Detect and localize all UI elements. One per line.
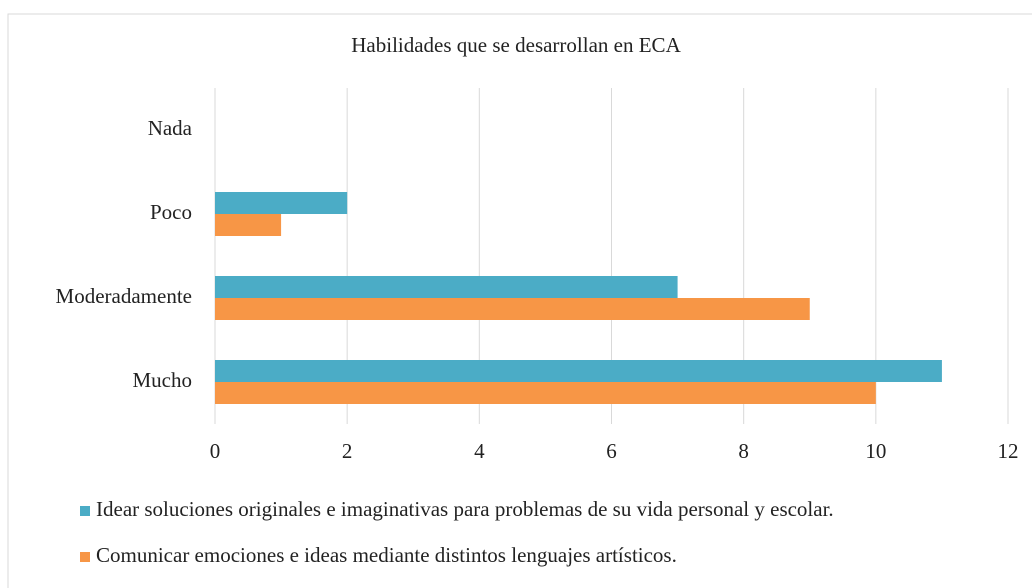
bar	[215, 276, 678, 298]
x-tick-label: 2	[342, 439, 353, 463]
y-tick-label: Mucho	[133, 368, 193, 392]
bar	[215, 382, 876, 404]
bar	[215, 214, 282, 236]
x-tick-label: 8	[738, 439, 749, 463]
legend-label: Idear soluciones originales e imaginativ…	[96, 497, 834, 521]
x-tick-label: 4	[474, 439, 485, 463]
chart-title: Habilidades que se desarrollan en ECA	[351, 33, 681, 57]
bar	[215, 298, 810, 320]
x-tick-label: 10	[865, 439, 886, 463]
x-tick-label: 6	[606, 439, 617, 463]
bar	[215, 192, 348, 214]
y-tick-label: Moderadamente	[56, 284, 192, 308]
y-tick-label: Nada	[148, 116, 193, 140]
legend-swatch	[80, 506, 90, 516]
y-tick-label: Poco	[150, 200, 192, 224]
bar	[215, 360, 942, 382]
legend-swatch	[80, 552, 90, 562]
legend-label: Comunicar emociones e ideas mediante dis…	[96, 543, 677, 567]
x-tick-label: 0	[210, 439, 221, 463]
x-tick-label: 12	[998, 439, 1019, 463]
